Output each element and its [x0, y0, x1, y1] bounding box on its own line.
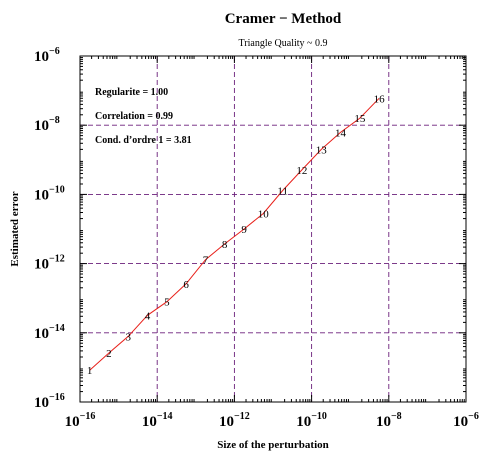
y-axis-label: Estimated error	[9, 191, 21, 266]
point-label: 13	[316, 144, 328, 156]
annotation-correlation: Correlation = 0.99	[95, 111, 173, 122]
x-axis-label: Size of the perturbation	[217, 439, 329, 451]
annotation-condition-order: Cond. d’ordre 1 = 3.81	[95, 135, 192, 146]
series-line	[89, 97, 380, 371]
point-label: 10	[258, 209, 270, 221]
point-label: 6	[183, 279, 189, 291]
y-tick-exponent: −12	[49, 254, 65, 265]
point-label: 9	[241, 224, 247, 236]
x-tick-exponent: −12	[234, 411, 250, 422]
y-tick-label: 10−14	[34, 323, 65, 342]
y-tick-label: 10−8	[34, 115, 60, 134]
grid	[80, 56, 466, 402]
y-tick-exponent: −8	[49, 115, 60, 126]
x-tick-label: 10−8	[376, 411, 402, 430]
x-tick-label: 10−14	[142, 411, 173, 430]
x-tick-exponent: −14	[157, 411, 173, 422]
x-tick-exponent: −6	[468, 411, 479, 422]
point-label: 15	[354, 113, 366, 125]
point-label: 14	[335, 127, 347, 139]
point-label: 3	[126, 331, 132, 343]
chart-subtitle: Triangle Quality ~ 0.9	[239, 38, 328, 49]
x-tick-exponent: −8	[391, 411, 402, 422]
x-tick-exponent: −10	[311, 411, 327, 422]
plot-frame	[79, 55, 467, 403]
y-tick-exponent: −14	[49, 323, 65, 334]
y-tick-label: 10−12	[34, 254, 65, 273]
y-tick-label: 10−10	[34, 184, 65, 203]
x-tick-label: 10−10	[296, 411, 327, 430]
x-tick-label: 10−12	[219, 411, 250, 430]
y-tick-label: 10−6	[34, 46, 60, 65]
axis-ticks: 10−16 10−14 10−12 10−10 10−8 10−610−1610−1410…	[34, 46, 479, 430]
point-label: 12	[296, 165, 307, 177]
annotation-regularite: Regularite = 1.00	[95, 87, 168, 98]
point-label: 5	[164, 297, 170, 309]
y-tick-exponent: −6	[49, 46, 60, 57]
point-label: 2	[106, 348, 112, 360]
point-label: 8	[222, 239, 228, 251]
x-tick-label: 10−6	[453, 411, 479, 430]
point-label: 11	[277, 185, 288, 197]
y-tick-exponent: −10	[49, 184, 65, 195]
chart-title: Cramer − Method	[225, 11, 342, 27]
x-tick-label: 10−16	[65, 411, 96, 430]
point-label: 4	[145, 310, 151, 322]
x-tick-exponent: −16	[80, 411, 96, 422]
point-label: 1	[87, 365, 93, 377]
y-tick-label: 10−16	[34, 392, 65, 411]
point-label: 7	[203, 255, 209, 267]
y-tick-exponent: −16	[49, 392, 65, 403]
point-label: 16	[374, 93, 386, 105]
annotation-box: Regularite = 1.00 Correlation = 0.99 Con…	[95, 87, 192, 146]
